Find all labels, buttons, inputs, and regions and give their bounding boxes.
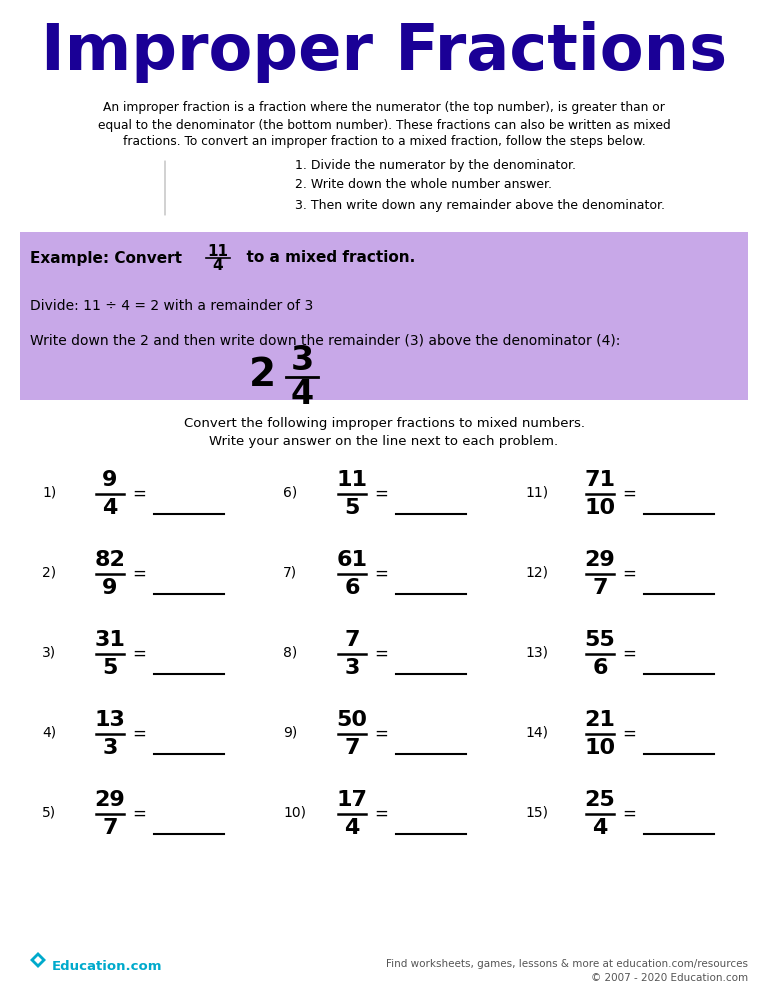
Text: =: = <box>622 645 636 663</box>
Text: 7: 7 <box>344 738 359 758</box>
Text: 14): 14) <box>525 725 548 739</box>
Text: 12): 12) <box>525 565 548 579</box>
Text: =: = <box>622 565 636 583</box>
Text: =: = <box>374 805 388 823</box>
Text: 2): 2) <box>42 565 56 579</box>
Text: Find worksheets, games, lessons & more at education.com/resources: Find worksheets, games, lessons & more a… <box>386 959 748 969</box>
Text: 11: 11 <box>336 470 368 490</box>
Text: 4: 4 <box>592 818 607 838</box>
Text: 13): 13) <box>525 645 548 659</box>
Text: 5): 5) <box>42 805 56 819</box>
Text: © 2007 - 2020 Education.com: © 2007 - 2020 Education.com <box>591 973 748 983</box>
Text: =: = <box>622 725 636 743</box>
Text: 5: 5 <box>102 658 118 678</box>
Text: 4): 4) <box>42 725 56 739</box>
Text: 8): 8) <box>283 645 297 659</box>
Text: Write down the 2 and then write down the remainder (3) above the denominator (4): Write down the 2 and then write down the… <box>30 333 621 347</box>
Text: =: = <box>132 565 146 583</box>
Polygon shape <box>34 956 42 964</box>
Text: 4: 4 <box>102 498 118 518</box>
Text: equal to the denominator (the bottom number). These fractions can also be writte: equal to the denominator (the bottom num… <box>98 118 670 131</box>
Text: 55: 55 <box>584 630 615 650</box>
Text: 10): 10) <box>283 805 306 819</box>
Text: =: = <box>622 805 636 823</box>
Text: 3: 3 <box>102 738 118 758</box>
Text: 3): 3) <box>42 645 56 659</box>
Text: 7: 7 <box>344 630 359 650</box>
Text: 71: 71 <box>584 470 615 490</box>
Text: =: = <box>374 485 388 503</box>
Text: An improper fraction is a fraction where the numerator (the top number), is grea: An improper fraction is a fraction where… <box>103 101 665 114</box>
Text: 1. Divide the numerator by the denominator.: 1. Divide the numerator by the denominat… <box>295 158 576 172</box>
Text: 3. Then write down any remainder above the denominator.: 3. Then write down any remainder above t… <box>295 199 665 212</box>
FancyBboxPatch shape <box>20 232 748 400</box>
Text: 2: 2 <box>248 356 276 394</box>
Text: 4: 4 <box>290 379 313 412</box>
Text: 2. Write down the whole number answer.: 2. Write down the whole number answer. <box>295 179 552 192</box>
Text: 3: 3 <box>290 345 313 378</box>
Text: =: = <box>374 645 388 663</box>
Text: 6: 6 <box>344 578 359 598</box>
Text: fractions. To convert an improper fraction to a mixed fraction, follow the steps: fractions. To convert an improper fracti… <box>123 135 645 148</box>
Text: 9: 9 <box>102 578 118 598</box>
Text: 7: 7 <box>102 818 118 838</box>
Text: Education.com: Education.com <box>52 959 163 972</box>
Polygon shape <box>30 952 46 968</box>
Text: 6): 6) <box>283 485 297 499</box>
Text: Improper Fractions: Improper Fractions <box>41 21 727 83</box>
Text: 4: 4 <box>344 818 359 838</box>
Text: 31: 31 <box>94 630 125 650</box>
Text: 1): 1) <box>42 485 56 499</box>
Text: Example: Convert: Example: Convert <box>30 250 187 265</box>
Text: 10: 10 <box>584 738 616 758</box>
Text: Write your answer on the line next to each problem.: Write your answer on the line next to ea… <box>210 435 558 448</box>
Text: 13: 13 <box>94 710 125 730</box>
Text: 11: 11 <box>207 244 229 258</box>
Text: Convert the following improper fractions to mixed numbers.: Convert the following improper fractions… <box>184 417 584 430</box>
Text: 7): 7) <box>283 565 297 579</box>
Text: =: = <box>374 565 388 583</box>
Text: 4: 4 <box>213 258 223 273</box>
Text: 11): 11) <box>525 485 548 499</box>
Text: 29: 29 <box>584 550 615 570</box>
Text: 5: 5 <box>344 498 359 518</box>
Text: =: = <box>132 725 146 743</box>
Text: 25: 25 <box>584 790 615 810</box>
Text: 21: 21 <box>584 710 615 730</box>
Text: =: = <box>374 725 388 743</box>
Text: 6: 6 <box>592 658 607 678</box>
Text: to a mixed fraction.: to a mixed fraction. <box>236 250 415 265</box>
Text: 9): 9) <box>283 725 297 739</box>
Text: =: = <box>132 485 146 503</box>
Text: 29: 29 <box>94 790 125 810</box>
Text: 3: 3 <box>344 658 359 678</box>
Text: 7: 7 <box>592 578 607 598</box>
Text: 50: 50 <box>336 710 368 730</box>
Text: =: = <box>132 805 146 823</box>
Text: 9: 9 <box>102 470 118 490</box>
Text: 10: 10 <box>584 498 616 518</box>
Text: Divide: 11 ÷ 4 = 2 with a remainder of 3: Divide: 11 ÷ 4 = 2 with a remainder of 3 <box>30 299 313 313</box>
Text: 61: 61 <box>336 550 368 570</box>
Text: 82: 82 <box>94 550 125 570</box>
Text: 15): 15) <box>525 805 548 819</box>
Text: 17: 17 <box>336 790 368 810</box>
Text: =: = <box>622 485 636 503</box>
Text: =: = <box>132 645 146 663</box>
